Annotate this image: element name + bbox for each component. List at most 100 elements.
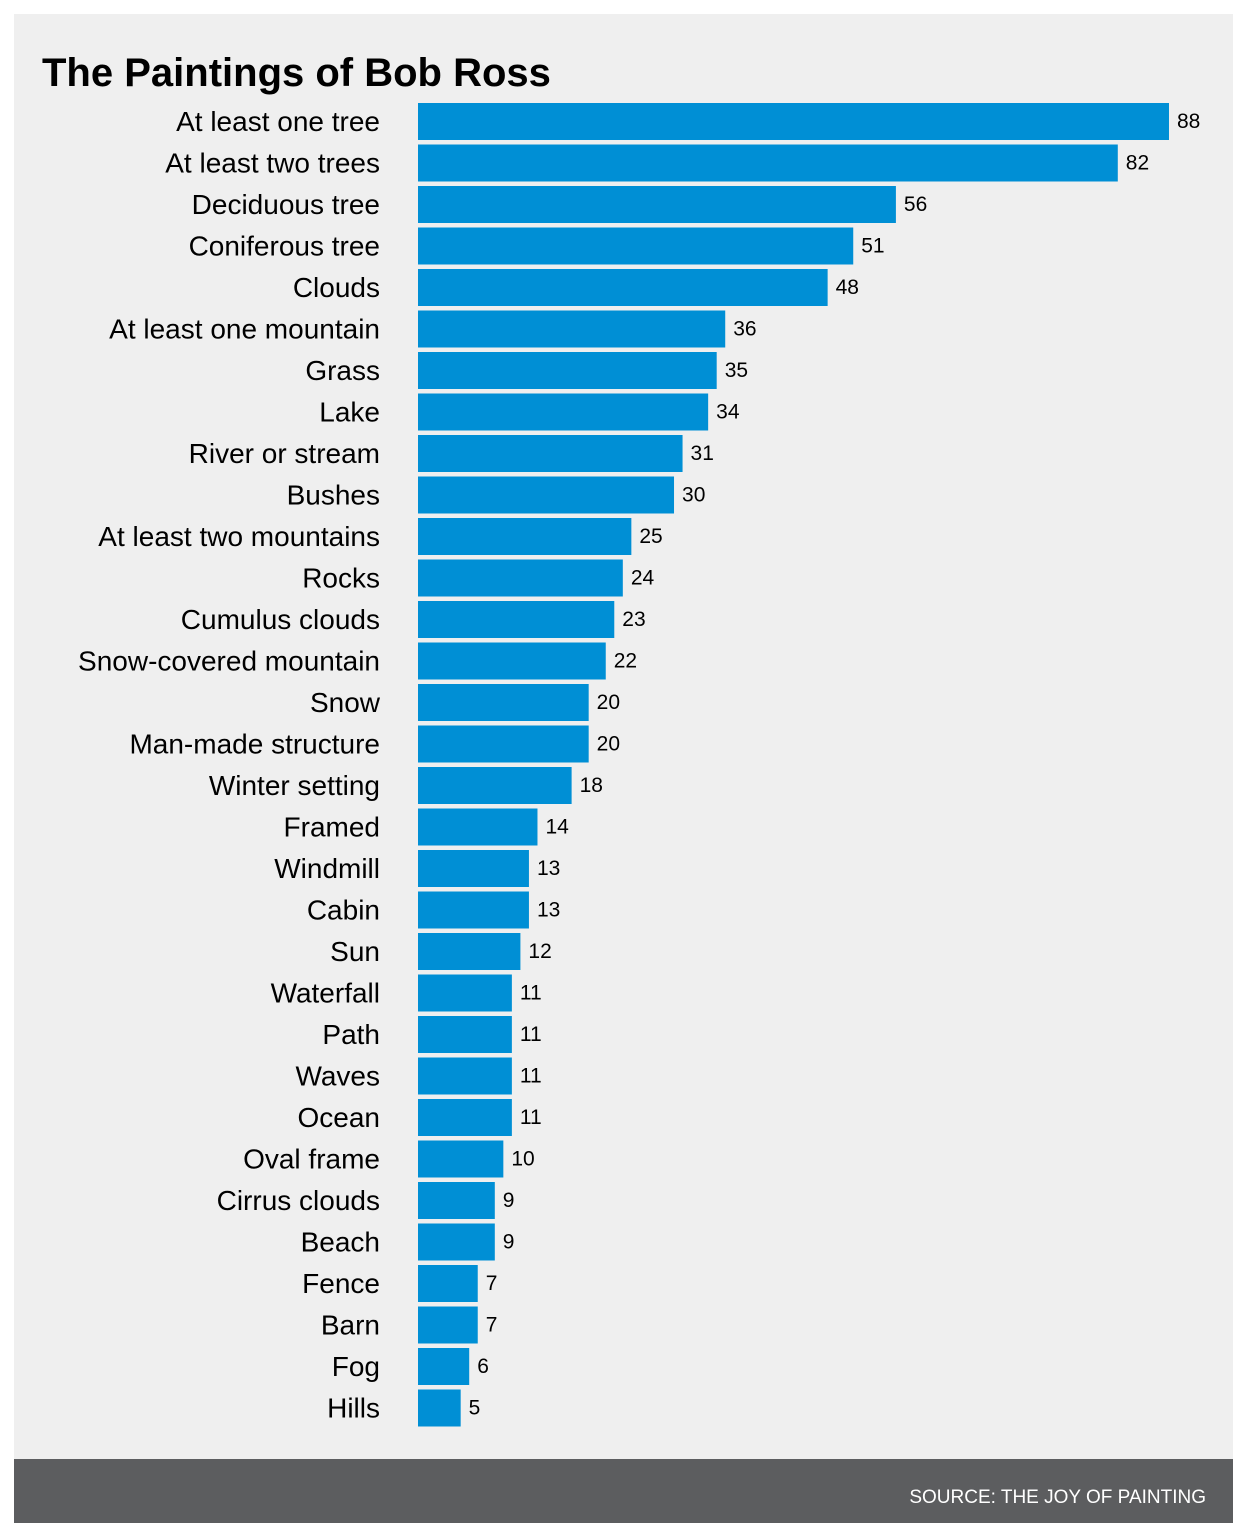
category-label: Beach — [301, 1227, 380, 1258]
bar — [418, 393, 709, 431]
bar — [418, 269, 828, 306]
value-label: 22 — [614, 650, 637, 673]
category-label: Snow-covered mountain — [78, 646, 380, 677]
bar — [418, 103, 1169, 140]
category-label: At least one mountain — [109, 314, 380, 345]
value-label: 7 — [486, 1314, 498, 1337]
value-label: 25 — [639, 525, 662, 548]
bar — [418, 559, 623, 597]
value-label: 11 — [520, 1023, 542, 1046]
bar — [418, 1057, 512, 1095]
bar — [418, 435, 683, 472]
category-label: Waterfall — [271, 978, 380, 1009]
category-label: Cumulus clouds — [181, 604, 380, 635]
category-label: Sun — [330, 936, 380, 967]
category-label: Snow — [310, 687, 381, 718]
category-label: Hills — [327, 1393, 380, 1424]
bar — [418, 144, 1118, 182]
bar — [418, 601, 615, 638]
bar — [418, 310, 726, 348]
value-label: 36 — [733, 318, 756, 341]
value-label: 88 — [1177, 110, 1200, 133]
value-label: 35 — [725, 359, 748, 382]
source-note: SOURCE: THE JOY OF PAINTING — [909, 1487, 1206, 1508]
category-label: At least two trees — [165, 148, 380, 179]
value-label: 10 — [511, 1148, 534, 1171]
category-label: Coniferous tree — [189, 231, 380, 262]
value-label: 30 — [682, 484, 705, 507]
category-label: Cirrus clouds — [217, 1185, 380, 1216]
value-label: 23 — [622, 608, 645, 631]
value-label: 9 — [503, 1189, 515, 1212]
bar — [418, 642, 606, 680]
value-label: 5 — [469, 1397, 481, 1420]
category-label: Path — [322, 1019, 380, 1050]
category-label: Fog — [332, 1351, 380, 1382]
bars-group: At least one tree 88 At least two trees 82 D… — [78, 103, 1200, 1427]
bar — [418, 767, 572, 804]
value-label: 20 — [597, 733, 620, 756]
bar — [418, 1348, 470, 1385]
value-label: 12 — [528, 940, 551, 963]
category-label: Cabin — [307, 895, 380, 926]
value-label: 34 — [716, 401, 740, 424]
bar — [418, 186, 896, 223]
category-label: Waves — [295, 1061, 380, 1092]
bar — [418, 476, 675, 514]
category-label: Deciduous tree — [192, 189, 380, 220]
value-label: 7 — [486, 1272, 498, 1295]
category-label: Ocean — [298, 1102, 381, 1133]
bar — [418, 352, 717, 389]
bar — [418, 808, 538, 846]
category-label: Bushes — [287, 480, 380, 511]
bar — [418, 1140, 504, 1178]
value-label: 9 — [503, 1231, 515, 1254]
value-label: 11 — [520, 982, 542, 1005]
value-label: 11 — [520, 1106, 542, 1129]
category-label: Oval frame — [243, 1144, 380, 1175]
value-label: 18 — [580, 774, 603, 797]
bar — [418, 1389, 461, 1427]
category-label: Windmill — [274, 853, 380, 884]
value-label: 24 — [631, 567, 655, 590]
value-label: 20 — [597, 691, 620, 714]
value-label: 48 — [836, 276, 859, 299]
value-label: 31 — [691, 442, 714, 465]
bar — [418, 518, 632, 555]
category-label: At least one tree — [176, 106, 380, 137]
category-label: Fence — [302, 1268, 380, 1299]
category-label: Man-made structure — [129, 729, 380, 760]
category-label: Barn — [321, 1310, 380, 1341]
value-label: 82 — [1126, 152, 1149, 175]
value-label: 6 — [477, 1355, 489, 1378]
value-label: 51 — [861, 235, 884, 258]
bar — [418, 725, 589, 763]
category-label: Lake — [319, 397, 380, 428]
category-label: Framed — [284, 812, 380, 843]
bar — [418, 1265, 478, 1302]
category-label: Winter setting — [209, 770, 380, 801]
value-label: 56 — [904, 193, 927, 216]
bar — [418, 891, 529, 929]
bar — [418, 1306, 478, 1344]
bar — [418, 1016, 512, 1053]
bar — [418, 850, 529, 887]
bar — [418, 684, 589, 721]
footer-bar: SOURCE: THE JOY OF PAINTING — [14, 1459, 1233, 1523]
category-label: River or stream — [189, 438, 380, 469]
category-label: Rocks — [302, 563, 380, 594]
category-label: Grass — [305, 355, 380, 386]
bar — [418, 1223, 495, 1261]
value-label: 13 — [537, 857, 560, 880]
bar — [418, 1182, 495, 1219]
bar — [418, 227, 854, 265]
value-label: 11 — [520, 1065, 542, 1088]
category-label: Clouds — [293, 272, 380, 303]
category-label: At least two mountains — [98, 521, 380, 552]
bar — [418, 933, 521, 970]
bar — [418, 974, 512, 1012]
value-label: 14 — [545, 816, 569, 839]
value-label: 13 — [537, 899, 560, 922]
bar — [418, 1099, 512, 1136]
